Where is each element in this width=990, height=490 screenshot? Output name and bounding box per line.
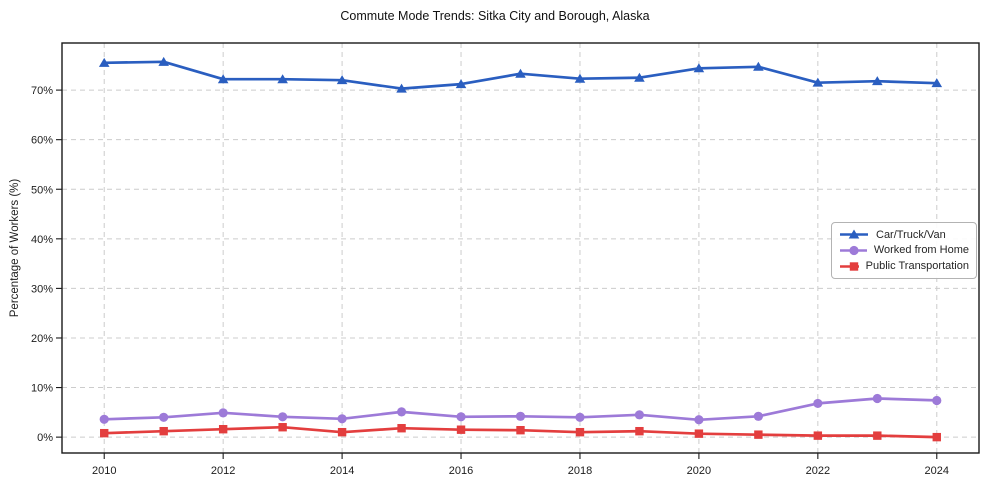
x-tick-label: 2012 <box>211 465 235 477</box>
data-point-marker <box>100 428 109 438</box>
legend: Car/Truck/Van Worked from Home Public Tr… <box>831 222 977 279</box>
y-tick-label: 10% <box>31 383 53 395</box>
legend-label-public-transportation: Public Transportation <box>865 260 969 273</box>
data-point-marker <box>396 83 407 93</box>
data-point-marker <box>278 412 288 422</box>
legend-item-public-transportation: Public Transportation <box>839 259 969 274</box>
data-point-marker <box>932 432 941 442</box>
y-tick-label: 0% <box>37 432 53 444</box>
legend-item-worked-from-home: Worked from Home <box>839 243 969 258</box>
data-point-marker <box>396 407 407 417</box>
data-point-marker <box>932 395 942 406</box>
data-point-marker <box>337 414 347 424</box>
chart-title: Commute Mode Trends: Sitka City and Boro… <box>340 9 650 23</box>
data-point-marker <box>873 431 882 440</box>
data-point-marker <box>159 412 169 422</box>
data-point-marker <box>98 57 110 67</box>
x-tick-label: 2018 <box>568 465 592 477</box>
car-truck-van-line-marker-icon <box>840 229 868 239</box>
legend-sample-marker <box>849 261 859 271</box>
data-point-marker <box>634 72 645 82</box>
axes-border <box>61 42 980 454</box>
data-point-marker <box>813 398 823 409</box>
legend-sample-marker <box>849 245 859 256</box>
data-point-marker <box>336 75 348 85</box>
worked-from-home-line-marker-icon <box>840 245 867 256</box>
x-tick-label: 2024 <box>925 465 949 477</box>
public-transportation-line-marker-icon <box>840 261 859 271</box>
series-car-truck-van <box>98 56 943 93</box>
data-point-marker <box>218 408 228 418</box>
y-tick-label: 20% <box>31 333 53 345</box>
series-worked-from-home <box>99 393 942 425</box>
x-tick-label: 2016 <box>449 465 473 477</box>
y-tick-label: 60% <box>31 135 53 147</box>
data-point-marker <box>813 431 823 440</box>
data-point-marker <box>753 411 763 421</box>
data-point-marker <box>159 426 168 436</box>
data-point-marker <box>694 415 704 425</box>
data-point-marker <box>217 74 229 84</box>
y-tick-label: 40% <box>31 234 53 246</box>
data-point-marker <box>277 74 288 84</box>
data-point-marker <box>693 63 705 73</box>
y-tick-label: 70% <box>31 85 53 97</box>
data-point-marker <box>635 426 644 436</box>
x-tick-label: 2010 <box>92 465 116 477</box>
data-point-marker <box>397 424 406 433</box>
legend-sample-marker <box>848 229 860 239</box>
legend-label-worked-from-home: Worked from Home <box>873 244 969 257</box>
data-point-marker <box>456 412 466 422</box>
y-tick-label: 30% <box>31 283 53 295</box>
data-point-marker <box>574 73 586 83</box>
data-point-marker <box>931 78 943 88</box>
axis-ticks <box>56 89 938 459</box>
y-tick-label: 50% <box>31 184 53 196</box>
data-point-marker <box>634 410 645 420</box>
data-point-marker <box>158 56 169 66</box>
data-point-marker <box>694 429 704 438</box>
data-point-marker <box>456 425 466 434</box>
data-point-marker <box>455 79 467 89</box>
data-point-marker <box>218 425 228 434</box>
x-tick-label: 2022 <box>806 465 830 477</box>
data-point-marker <box>812 77 824 87</box>
data-point-marker <box>516 425 525 435</box>
data-point-marker <box>575 427 585 437</box>
data-point-marker <box>337 427 347 437</box>
series-public-transportation <box>100 423 941 442</box>
data-point-marker <box>575 412 585 422</box>
data-point-marker <box>278 423 287 432</box>
data-point-marker <box>515 68 526 78</box>
legend-label-car-truck-van: Car/Truck/Van <box>876 228 946 241</box>
data-point-marker <box>872 76 883 86</box>
x-tick-label: 2020 <box>687 465 711 477</box>
tick-labels: 0% 10% 20% 30% 40% 50% 60% 70% 2010 2012 2014 2016 2… <box>31 85 949 477</box>
data-point-marker <box>753 61 764 71</box>
data-point-marker <box>872 393 882 404</box>
data-point-marker <box>99 414 109 424</box>
legend-item-car-truck-van: Car/Truck/Van <box>839 227 969 242</box>
x-tick-label: 2014 <box>330 465 354 477</box>
data-point-marker <box>754 430 763 439</box>
data-point-marker <box>515 411 526 421</box>
